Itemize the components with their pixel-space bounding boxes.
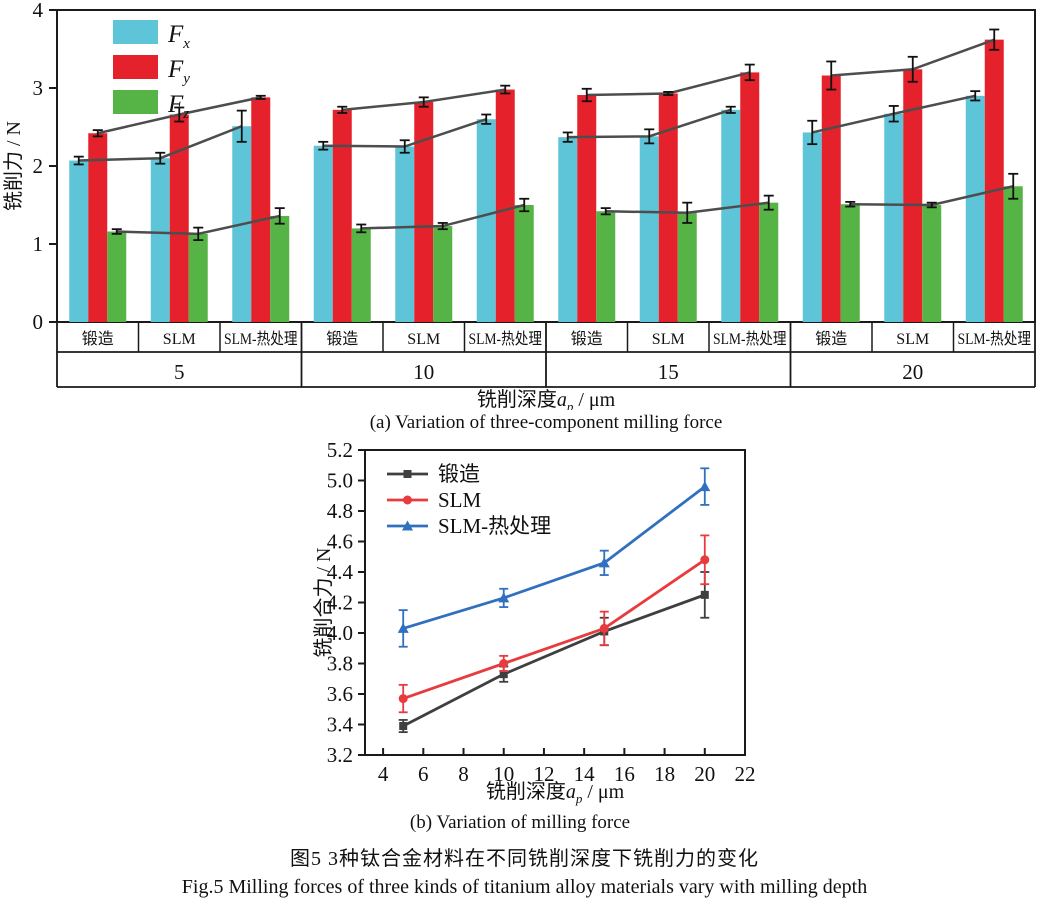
svg-text:3: 3: [33, 76, 44, 100]
svg-text:4: 4: [378, 762, 389, 786]
svg-text:22: 22: [735, 762, 756, 786]
svg-text:4: 4: [33, 0, 44, 22]
svg-text:3.2: 3.2: [327, 743, 353, 767]
caption-b: (b) Variation of milling force: [409, 812, 631, 833]
axis-table: 锻造 SLM SLM-热处理 5 锻造 SLM SLM-热处理 10 锻造 SLM SLM-热处理 1…: [56, 322, 1036, 388]
svg-text:4.2: 4.2: [327, 591, 353, 615]
svg-text:5: 5: [174, 360, 185, 384]
svg-text:锻造: 锻造: [571, 330, 603, 348]
svg-text:SLM-热处理: SLM-热处理: [469, 330, 543, 348]
svg-text:14: 14: [574, 762, 596, 786]
svg-text:10: 10: [493, 762, 514, 786]
legend-label-Fx: Fx: [167, 21, 190, 52]
error-bars: [73, 28, 1019, 242]
legend-swatch-Fz: [113, 90, 158, 114]
svg-text:锻造: 锻造: [815, 330, 847, 348]
legend-label-Fz: Fz: [167, 91, 189, 122]
figure-title-cn-wrap: 图5 3种钛合金材料在不同铣削深度下铣削力的变化: [0, 842, 1049, 871]
svg-text:4.0: 4.0: [327, 621, 353, 645]
svg-text:4.4: 4.4: [327, 560, 354, 584]
legend-swatch-Fx: [113, 20, 158, 44]
y-axis-label: 铣削力 / N: [2, 121, 25, 211]
connector-lines: [78, 38, 1014, 236]
svg-text:3.4: 3.4: [327, 713, 354, 737]
svg-text:4.6: 4.6: [327, 530, 353, 554]
svg-text:20: 20: [902, 360, 923, 384]
svg-text:18: 18: [654, 762, 675, 786]
caption-b-wrap: (b) Variation of milling force: [135, 812, 905, 834]
svg-text:SLM: SLM: [652, 331, 685, 348]
svg-text:5.0: 5.0: [327, 469, 353, 493]
svg-text:SLM-热处理: SLM-热处理: [713, 330, 787, 348]
svg-text:锻造: 锻造: [326, 330, 358, 348]
x-axis-label: 铣削深度ap / μm: [477, 388, 616, 410]
bar-chart-legend: Fx Fy Fz: [113, 20, 190, 122]
legend-label-SLM-热处理: SLM-热处理: [438, 514, 551, 538]
svg-text:SLM-热处理: SLM-热处理: [224, 330, 298, 348]
svg-text:12: 12: [533, 762, 554, 786]
legend-label-SLM: SLM: [438, 488, 482, 512]
series-SLM: [398, 534, 710, 714]
svg-text:1: 1: [33, 232, 44, 256]
svg-text:SLM: SLM: [163, 331, 196, 348]
figure-title-en-wrap: Fig.5 Milling forces of three kinds of t…: [0, 876, 1049, 899]
legend-swatch-Fy: [113, 55, 158, 79]
svg-text:15: 15: [658, 360, 679, 384]
svg-text:0: 0: [33, 310, 44, 334]
series-SLM-热处理: [397, 467, 711, 648]
caption-a: (a) Variation of three-component milling…: [369, 412, 723, 433]
svg-text:锻造: 锻造: [82, 330, 114, 348]
line-chart-resultant-milling-force: 3.2 3.4 3.6 3.8 4.0 4.2 4.4 4.6 4.8 5.0 5.2 4 6 8 10 12…: [312, 438, 756, 806]
svg-text:10: 10: [413, 360, 434, 384]
bar-chart-three-component-milling-force: 0 1 2 3 4 铣削力 / N Fx Fy Fz 锻造 SLM SLM-热处理 5 锻造 SLM SLM-…: [2, 0, 1036, 410]
caption-a-wrap: (a) Variation of three-component milling…: [57, 412, 1035, 434]
legend-label-Fy: Fy: [167, 56, 190, 87]
svg-text:8: 8: [458, 762, 469, 786]
bar-series: [69, 39, 1023, 323]
svg-text:3.8: 3.8: [327, 652, 353, 676]
y-axis-label: 铣削合力 / N: [312, 548, 335, 658]
series-锻造: [398, 571, 710, 734]
svg-text:SLM: SLM: [407, 331, 440, 348]
svg-text:4.8: 4.8: [327, 499, 353, 523]
svg-text:SLM: SLM: [896, 331, 929, 348]
svg-text:20: 20: [694, 762, 715, 786]
svg-text:5.2: 5.2: [327, 438, 353, 462]
svg-text:6: 6: [418, 762, 429, 786]
line-chart-axes: 3.2 3.4 3.6 3.8 4.0 4.2 4.4 4.6 4.8 5.0 5.2 4 6 8 10 12…: [312, 438, 756, 786]
figure-title-en: Fig.5 Milling forces of three kinds of t…: [181, 876, 868, 898]
svg-text:SLM-热处理: SLM-热处理: [958, 330, 1032, 348]
svg-text:16: 16: [614, 762, 635, 786]
svg-text:2: 2: [33, 154, 44, 178]
legend-label-锻造: 锻造: [438, 462, 480, 486]
figure-title-cn: 图5 3种钛合金材料在不同铣削深度下铣削力的变化: [290, 848, 759, 870]
svg-text:3.6: 3.6: [327, 682, 353, 706]
x-axis-label: 铣削深度ap / μm: [486, 780, 625, 806]
